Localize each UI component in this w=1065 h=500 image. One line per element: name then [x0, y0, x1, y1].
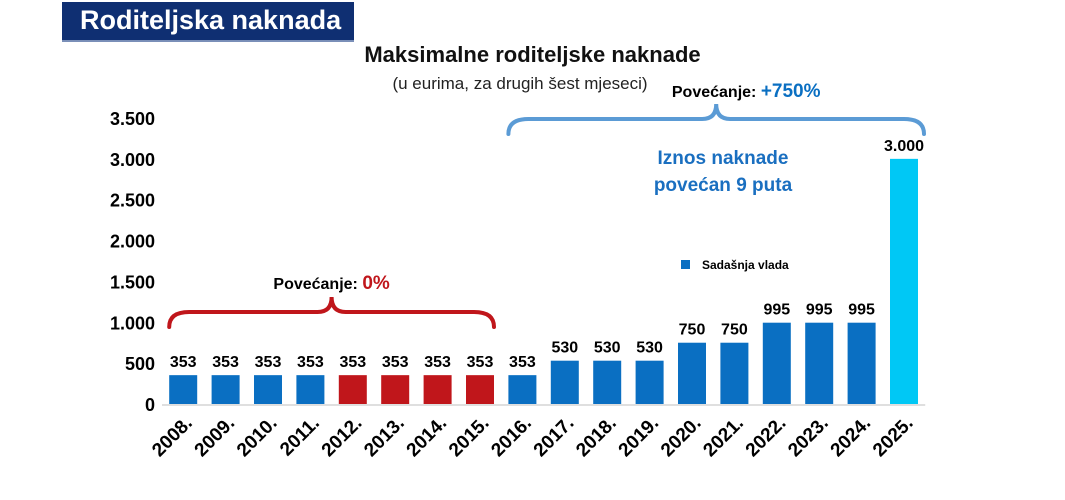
x-tick-label: 2011. — [276, 413, 324, 461]
x-tick-label: 2021. — [699, 413, 747, 461]
bar — [254, 375, 282, 404]
right-brace — [506, 103, 926, 136]
chart-subtitle: (u eurima, za drugih šest mjeseci) — [392, 74, 648, 93]
right-brace-label-value: +750% — [761, 81, 821, 102]
bar — [593, 360, 622, 404]
data-label: 750 — [679, 322, 706, 339]
header-banner: Roditeljska naknada — [62, 2, 354, 40]
right-brace-label: Povećanje: +750% — [672, 81, 821, 102]
bar — [847, 322, 876, 404]
right-brace-label-prefix: Povećanje: — [672, 84, 761, 101]
bar — [508, 375, 537, 404]
data-label: 3.000 — [884, 138, 924, 155]
x-tick-label: 2023. — [784, 413, 832, 461]
y-tick-label: 2.000 — [110, 232, 155, 252]
x-tick-label: 2010. — [233, 413, 281, 461]
left-brace-label-prefix: Povećanje: — [273, 276, 362, 293]
x-tick-label: 2016. — [487, 413, 535, 461]
bar — [423, 375, 452, 404]
banner-title: Roditeljska naknada — [80, 5, 342, 35]
x-tick-label: 2013. — [360, 413, 408, 461]
data-label: 353 — [339, 354, 366, 371]
x-tick-label: 2018. — [572, 413, 620, 461]
bar — [762, 322, 791, 404]
x-tick-label: 2024. — [827, 413, 875, 461]
legend-label: Sadašnja vlada — [702, 258, 789, 272]
legend-swatch — [681, 260, 690, 269]
y-tick-label: 500 — [125, 354, 155, 374]
x-tick-label: 2025. — [869, 413, 917, 461]
data-label: 353 — [509, 354, 536, 371]
left-brace-label-value: 0% — [362, 273, 390, 294]
data-label: 530 — [594, 340, 621, 357]
x-tick-label: 2014. — [403, 413, 451, 461]
x-tick-label: 2022. — [742, 413, 790, 461]
x-tick-label: 2009. — [191, 413, 239, 461]
data-label: 750 — [721, 322, 748, 339]
bar — [338, 375, 367, 404]
y-tick-label: 1.500 — [110, 272, 155, 292]
data-label: 995 — [848, 302, 875, 319]
bar — [678, 342, 706, 404]
y-tick-label: 3.500 — [110, 109, 155, 129]
left-brace-label: Povećanje: 0% — [273, 273, 390, 294]
chart-title: Maksimalne roditeljske naknade — [364, 42, 701, 67]
x-tick-label: 2017. — [530, 413, 578, 461]
y-tick-label: 0 — [145, 395, 155, 415]
data-label: 530 — [636, 340, 663, 357]
bar — [890, 158, 918, 404]
y-tick-label: 3.000 — [110, 150, 155, 170]
note-line-2: povećan 9 puta — [654, 175, 793, 196]
data-label: 353 — [255, 354, 282, 371]
bar — [296, 375, 325, 404]
data-label: 530 — [551, 340, 578, 357]
x-tick-label: 2019. — [615, 413, 663, 461]
bar — [720, 342, 749, 404]
data-label: 353 — [424, 354, 451, 371]
left-brace — [167, 296, 496, 329]
bar — [635, 360, 664, 404]
bar — [466, 375, 494, 404]
data-label: 353 — [170, 354, 197, 371]
bar — [211, 375, 240, 404]
data-label: 353 — [467, 354, 494, 371]
y-tick-label: 2.500 — [110, 191, 155, 211]
bar — [550, 360, 579, 404]
data-label: 995 — [763, 302, 790, 319]
y-tick-label: 1.000 — [110, 313, 155, 333]
bar — [169, 375, 198, 404]
note-line-1: Iznos naknade — [658, 148, 789, 169]
data-label: 353 — [212, 354, 239, 371]
x-tick-label: 2008. — [148, 413, 196, 461]
x-tick-label: 2020. — [657, 413, 705, 461]
data-label: 995 — [806, 302, 833, 319]
x-tick-label: 2012. — [318, 413, 366, 461]
bar — [805, 322, 834, 404]
x-tick-label: 2015. — [445, 413, 493, 461]
bar — [381, 375, 410, 404]
data-label: 353 — [382, 354, 409, 371]
data-label: 353 — [297, 354, 324, 371]
